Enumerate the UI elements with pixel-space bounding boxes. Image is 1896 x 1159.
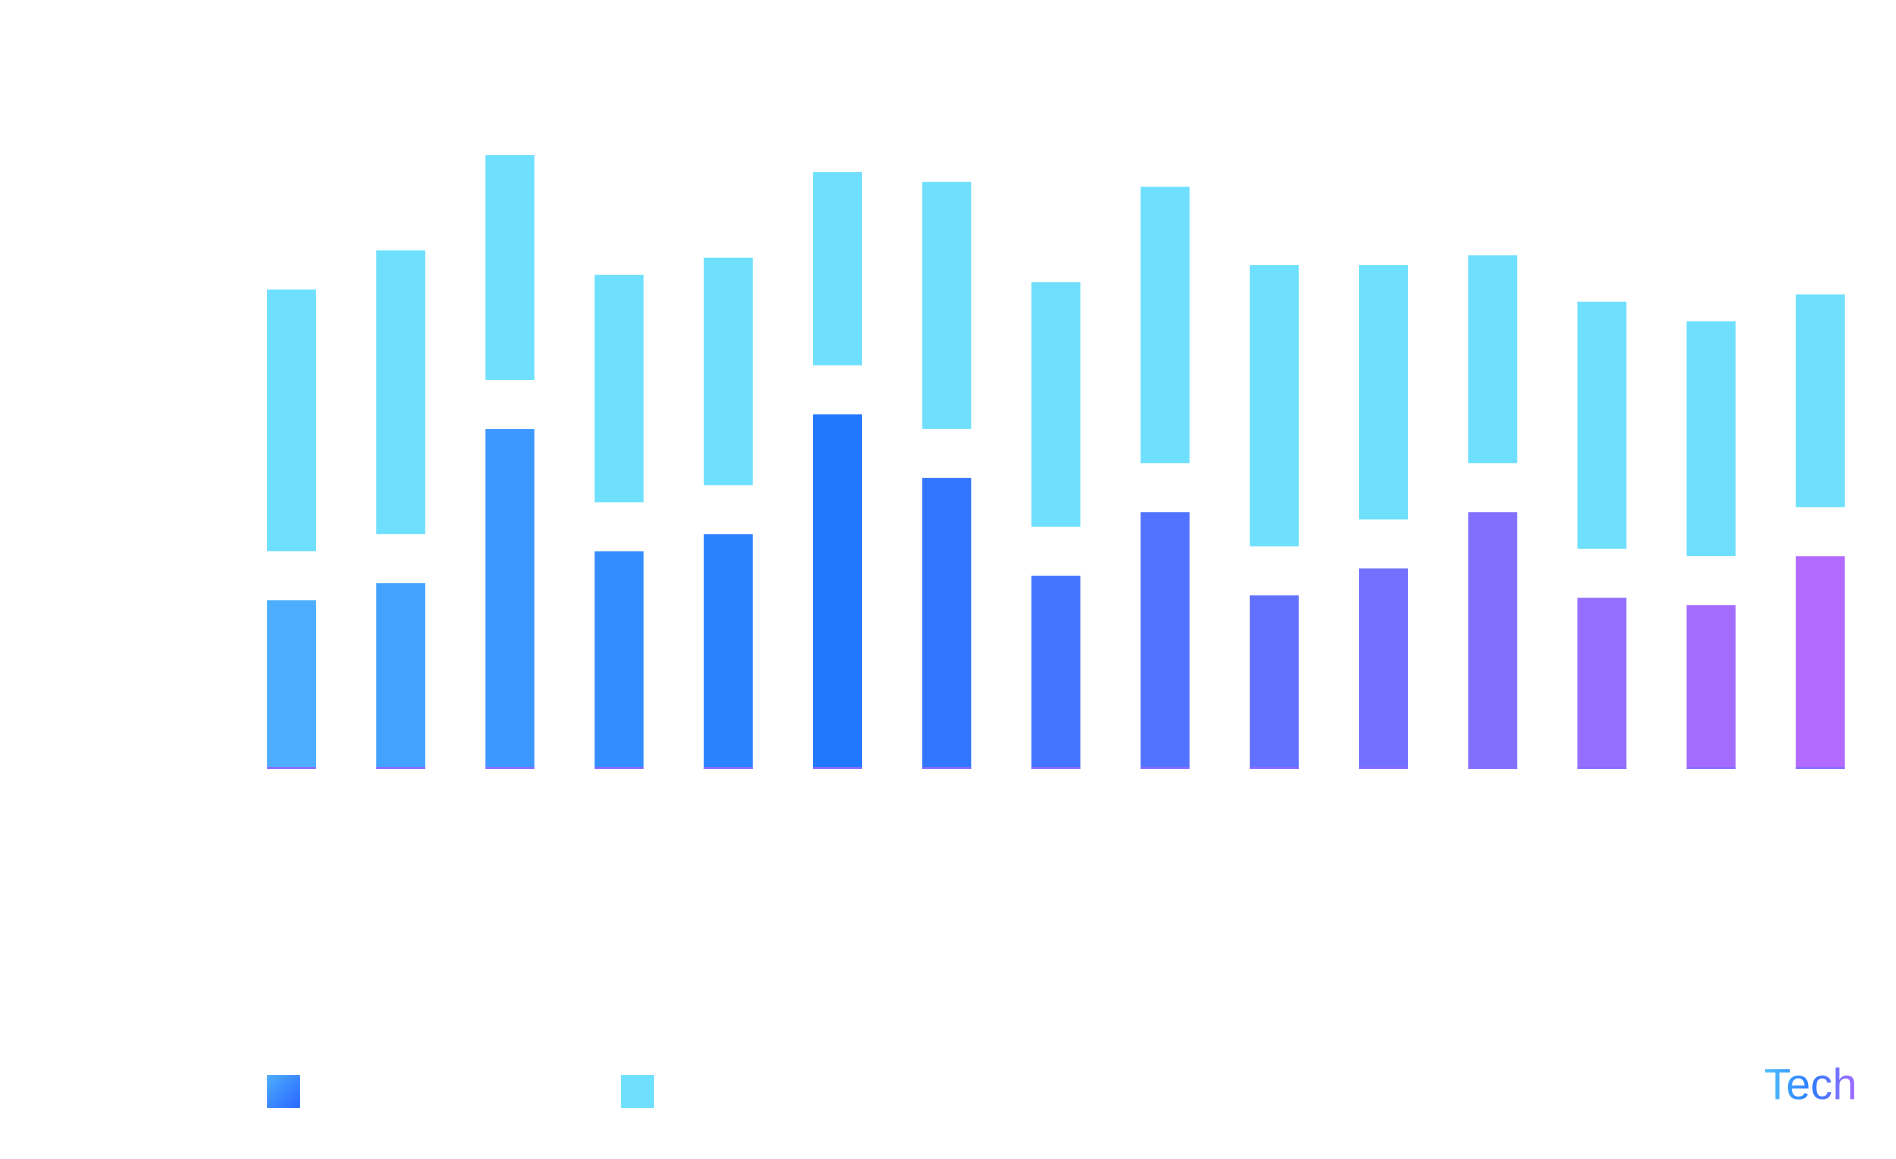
bar-baseline <box>594 767 644 769</box>
bar-baseline <box>1795 767 1845 769</box>
bar-series-2 <box>376 250 426 535</box>
bar-baseline <box>376 767 426 769</box>
bar-series-1 <box>376 583 426 769</box>
bar-series-2 <box>267 289 316 552</box>
bar-series-2 <box>1577 301 1627 549</box>
bar-baseline <box>1031 767 1081 769</box>
bar-series-1 <box>1686 605 1736 769</box>
bar-series-2 <box>594 274 644 503</box>
bar-series-2 <box>1359 265 1408 520</box>
bar-series-1 <box>1031 575 1081 769</box>
bar-series-1 <box>1577 597 1627 769</box>
bar-baseline <box>267 767 316 769</box>
bar-series-2 <box>485 154 535 381</box>
bar-series-2 <box>813 172 862 366</box>
bar-series-1 <box>922 477 972 769</box>
bar-baseline <box>1577 767 1627 769</box>
bar-series-1 <box>485 429 535 769</box>
bar-series-1 <box>1795 556 1845 769</box>
bar-series-1 <box>1249 595 1299 769</box>
bar-series-2 <box>1140 186 1190 464</box>
bar-series-1 <box>1359 568 1408 769</box>
bar-baseline <box>1468 767 1518 769</box>
bar-series-2 <box>703 257 753 486</box>
brand-logo-text: Tech <box>1764 1060 1857 1109</box>
bar-series-2 <box>922 181 972 429</box>
bar-baseline <box>1140 767 1190 769</box>
bar-series-2 <box>1031 282 1081 527</box>
bar-series-1 <box>267 600 316 769</box>
bar-series-1 <box>813 414 862 769</box>
legend-swatch-series-1 <box>267 1075 300 1108</box>
bar-baseline <box>922 767 972 769</box>
bar-baseline <box>485 767 535 769</box>
bar-series-2 <box>1468 255 1518 464</box>
bar-series-1 <box>1140 512 1190 769</box>
bar-series-2 <box>1249 265 1299 547</box>
bar-baseline <box>1686 767 1736 769</box>
bar-baseline <box>1359 767 1408 769</box>
bars-group <box>267 154 1845 769</box>
bar-baseline <box>703 767 753 769</box>
bar-baseline <box>813 767 862 769</box>
bar-series-2 <box>1686 321 1736 557</box>
bar-series-1 <box>594 551 644 769</box>
bar-series-2 <box>1795 294 1845 508</box>
bar-series-1 <box>703 534 753 769</box>
bar-baseline <box>1249 767 1299 769</box>
legend-swatch-series-2 <box>621 1075 654 1108</box>
bar-series-1 <box>1468 512 1518 769</box>
